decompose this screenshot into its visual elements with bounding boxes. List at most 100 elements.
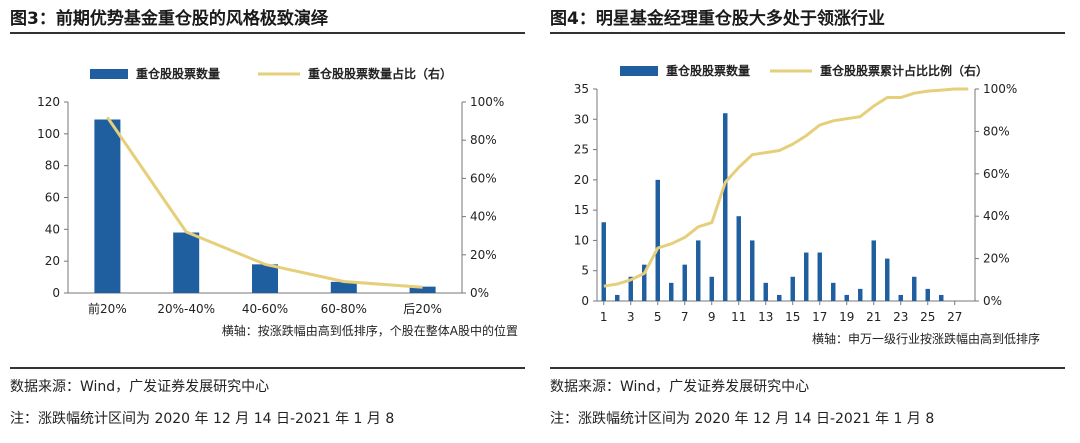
y-tick-label-right: 40% — [983, 209, 1010, 223]
x-tick-label: 9 — [708, 310, 716, 324]
bar — [655, 179, 660, 301]
bar — [898, 294, 903, 301]
y-tick-label-right: 0% — [470, 286, 489, 300]
x-tick-label: 27 — [947, 310, 962, 324]
bar — [912, 276, 917, 301]
legend-bar-swatch — [620, 66, 658, 76]
footnote: 注：涨跌幅统计区间为 2020 年 12 月 14 日-2021 年 1 月 8 — [10, 411, 395, 427]
x-tick-label: 60-80% — [321, 302, 367, 316]
x-tick-label: 11 — [731, 310, 746, 324]
x-tick-label: 7 — [681, 310, 689, 324]
y-tick-label-right: 100% — [470, 95, 504, 109]
bar — [94, 119, 121, 293]
x-tick-label: 5 — [654, 310, 662, 324]
legend-line-label: 重仓股股票累计占比比例（右） — [820, 63, 988, 78]
y-tick-label-left: 35 — [574, 82, 589, 96]
x-tick-label: 23 — [893, 310, 908, 324]
bar — [790, 276, 795, 301]
bar — [763, 282, 768, 301]
x-tick-label: 后20% — [403, 302, 442, 316]
chart-svg: 重仓股股票数量 重仓股股票累计占比比例（右）051015202530350%20%… — [574, 63, 1040, 346]
x-axis-note: 横轴：申万一级行业按涨跌幅由高到低排序 — [812, 331, 1040, 346]
y-tick-label-right: 60% — [983, 167, 1010, 181]
x-tick-label: 21 — [866, 310, 881, 324]
bar — [601, 222, 606, 301]
x-tick-label: 13 — [758, 310, 773, 324]
y-tick-label-left: 20 — [45, 254, 60, 268]
x-tick-label: 19 — [839, 310, 854, 324]
y-tick-label-right: 20% — [470, 248, 497, 262]
x-tick-label: 17 — [812, 310, 827, 324]
x-tick-label: 前20% — [88, 301, 127, 316]
y-tick-label-left: 10 — [574, 233, 589, 247]
title-rule — [550, 32, 1065, 34]
chart-title: 图3：前期优势基金重仓股的风格极致演绎 — [10, 9, 328, 29]
bar — [628, 276, 633, 301]
x-tick-label: 1 — [600, 310, 608, 324]
bar — [817, 252, 822, 301]
footer-rule — [10, 367, 525, 369]
legend-bar-swatch — [90, 69, 128, 79]
y-tick-label-left: 0 — [581, 294, 589, 308]
footnote: 注：涨跌幅统计区间为 2020 年 12 月 14 日-2021 年 1 月 8 — [550, 411, 935, 427]
bar — [939, 294, 944, 301]
bar — [409, 286, 436, 293]
bar — [858, 288, 863, 301]
bar — [723, 113, 728, 301]
chart-title: 图4：明星基金经理重仓股大多处于领涨行业 — [550, 9, 885, 29]
x-tick-label: 20%-40% — [157, 302, 215, 316]
y-tick-label-left: 40 — [45, 222, 60, 236]
x-tick-label: 3 — [627, 310, 635, 324]
y-tick-label-right: 100% — [983, 82, 1017, 96]
bar — [871, 240, 876, 301]
y-tick-label-left: 80 — [45, 159, 60, 173]
bar — [804, 252, 809, 301]
bar — [736, 216, 741, 301]
bar — [885, 258, 890, 301]
y-tick-label-left: 30 — [574, 112, 589, 126]
y-tick-label-left: 0 — [52, 286, 60, 300]
y-tick-label-right: 60% — [470, 171, 497, 185]
bar — [831, 282, 836, 301]
bar — [696, 240, 701, 301]
bar — [330, 281, 357, 293]
y-tick-label-left: 25 — [574, 143, 589, 157]
bar — [844, 294, 849, 301]
bar — [925, 288, 930, 301]
y-tick-label-right: 20% — [983, 252, 1010, 266]
line-series — [106, 116, 423, 289]
y-tick-label-left: 120 — [37, 95, 60, 109]
title-rule — [10, 32, 525, 34]
legend-bar-label: 重仓股股票数量 — [136, 66, 220, 81]
chart-panel-2: 图4：明星基金经理重仓股大多处于领涨行业 重仓股股票数量 重仓股股票累计占比比例（… — [550, 0, 1075, 443]
bar — [750, 240, 755, 301]
bar — [709, 276, 714, 301]
bar — [682, 264, 687, 301]
data-source: 数据来源：Wind，广发证券发展研究中心 — [10, 379, 270, 395]
legend-line-label: 重仓股股票数量占比（右） — [308, 66, 452, 81]
x-tick-label: 25 — [920, 310, 935, 324]
x-axis-note: 横轴：按涨跌幅由高到低排序，个股在整体A股中的位置 — [222, 323, 518, 338]
x-tick-label: 15 — [785, 310, 800, 324]
bar — [173, 232, 200, 293]
x-tick-label: 40-60% — [242, 302, 288, 316]
y-tick-label-right: 40% — [470, 210, 497, 224]
y-tick-label-right: 0% — [983, 294, 1002, 308]
y-tick-label-left: 15 — [574, 203, 589, 217]
footer-rule — [550, 367, 1065, 369]
bar — [669, 282, 674, 301]
data-source: 数据来源：Wind，广发证券发展研究中心 — [550, 379, 810, 395]
bar — [642, 264, 647, 301]
chart-svg: 重仓股股票数量 重仓股股票数量占比（右） 0 20 40 60 80 100 120 0% 20% 4… — [37, 66, 518, 338]
bar — [777, 294, 782, 301]
bar — [615, 294, 620, 301]
legend-bar-label: 重仓股股票数量 — [666, 63, 750, 78]
y-tick-label-left: 100 — [37, 127, 60, 141]
bar — [251, 264, 279, 293]
chart-panel-1: 图3：前期优势基金重仓股的风格极致演绎 重仓股股票数量 重仓股股票数量占比（右） 0… — [10, 0, 535, 443]
line-series — [603, 87, 969, 288]
y-tick-label-right: 80% — [470, 133, 497, 147]
y-tick-label-left: 60 — [45, 191, 60, 205]
y-tick-label-left: 5 — [581, 264, 589, 278]
y-tick-label-left: 20 — [574, 173, 589, 187]
